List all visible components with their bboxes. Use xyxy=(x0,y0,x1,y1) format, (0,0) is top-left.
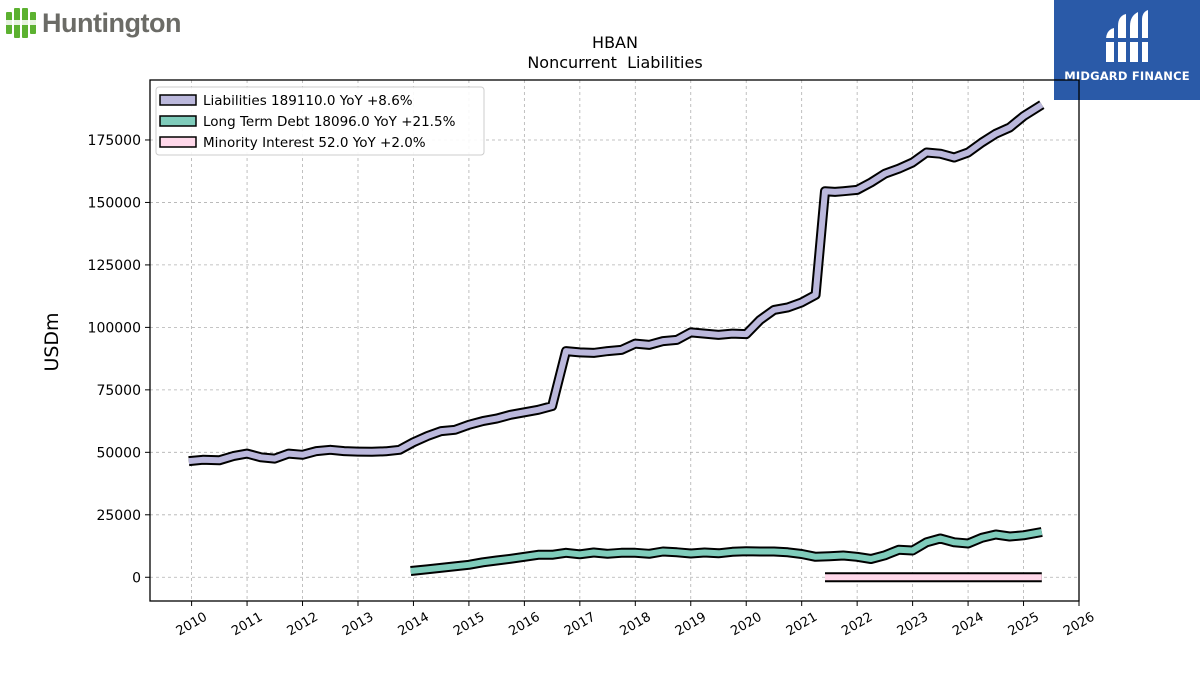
y-tick-label: 25000 xyxy=(96,508,141,524)
series-liabilities xyxy=(188,100,1045,467)
legend-label-liabilities: Liabilities 189110.0 YoY +8.6% xyxy=(203,93,413,109)
x-tick-label: 2018 xyxy=(617,610,653,640)
x-tick-label: 2024 xyxy=(950,610,986,640)
y-axis-label: USDm xyxy=(41,312,63,371)
legend-label-long-term-debt: Long Term Debt 18096.0 YoY +21.5% xyxy=(203,114,456,130)
midgard-finance-logo-icon xyxy=(1104,10,1150,62)
x-tick-label: 2017 xyxy=(562,610,598,640)
x-tick-label: 2019 xyxy=(673,610,709,640)
x-axis: 2010 2011 2012 2013 2014 2015 2016 2017 2018 2019… xyxy=(174,601,1097,640)
x-tick-label: 2016 xyxy=(507,610,543,640)
y-tick-label: 150000 xyxy=(88,195,141,211)
x-tick-label: 2025 xyxy=(1006,610,1042,640)
midgard-finance-logo: MIDGARD FINANCE xyxy=(1054,0,1200,100)
x-tick-label: 2015 xyxy=(451,610,487,640)
legend: Liabilities 189110.0 YoY +8.6% Long Term … xyxy=(155,86,485,156)
x-tick-label: 2023 xyxy=(895,610,931,640)
midgard-finance-logo-text: MIDGARD FINANCE xyxy=(1064,69,1190,83)
legend-box xyxy=(155,86,485,156)
x-tick-label: 2021 xyxy=(784,610,820,640)
huntington-logo: Huntington xyxy=(4,4,194,42)
y-tick-label: 100000 xyxy=(88,320,141,336)
huntington-logo-icon xyxy=(6,8,36,38)
x-tick-label: 2013 xyxy=(340,610,376,640)
legend-swatch-liabilities xyxy=(159,94,197,106)
y-tick-label: 0 xyxy=(132,570,141,586)
legend-swatch-long-term-debt xyxy=(159,115,197,127)
x-tick-label: 2020 xyxy=(728,610,764,640)
series-long-term-debt xyxy=(410,527,1043,576)
series-layer xyxy=(188,100,1045,583)
plot-frame xyxy=(149,79,1080,602)
x-tick-label: 2012 xyxy=(285,610,321,640)
series-line-long-term-debt xyxy=(410,529,1043,574)
x-tick-label: 2022 xyxy=(839,610,875,640)
x-tick-label: 2010 xyxy=(174,610,210,640)
series-line-liabilities xyxy=(188,102,1044,465)
chart-subtitle: Noncurrent Liabilities xyxy=(527,53,702,72)
x-tick-label: 2014 xyxy=(396,610,432,640)
legend-label-minority-interest: Minority Interest 52.0 YoY +2.0% xyxy=(203,135,426,151)
x-tick-label: 2011 xyxy=(229,610,265,640)
legend-swatch-minority-interest xyxy=(159,136,197,148)
y-tick-label: 175000 xyxy=(88,133,141,149)
y-tick-label: 125000 xyxy=(88,258,141,274)
y-tick-label: 75000 xyxy=(96,383,141,399)
huntington-logo-text: Huntington xyxy=(42,7,181,38)
chart-title: HBAN xyxy=(592,33,638,52)
y-tick-label: 50000 xyxy=(96,445,141,461)
x-tick-label: 2026 xyxy=(1061,610,1097,640)
y-axis: 0 25000 50000 75000 100000 125000 150000 175000 xyxy=(88,133,150,586)
